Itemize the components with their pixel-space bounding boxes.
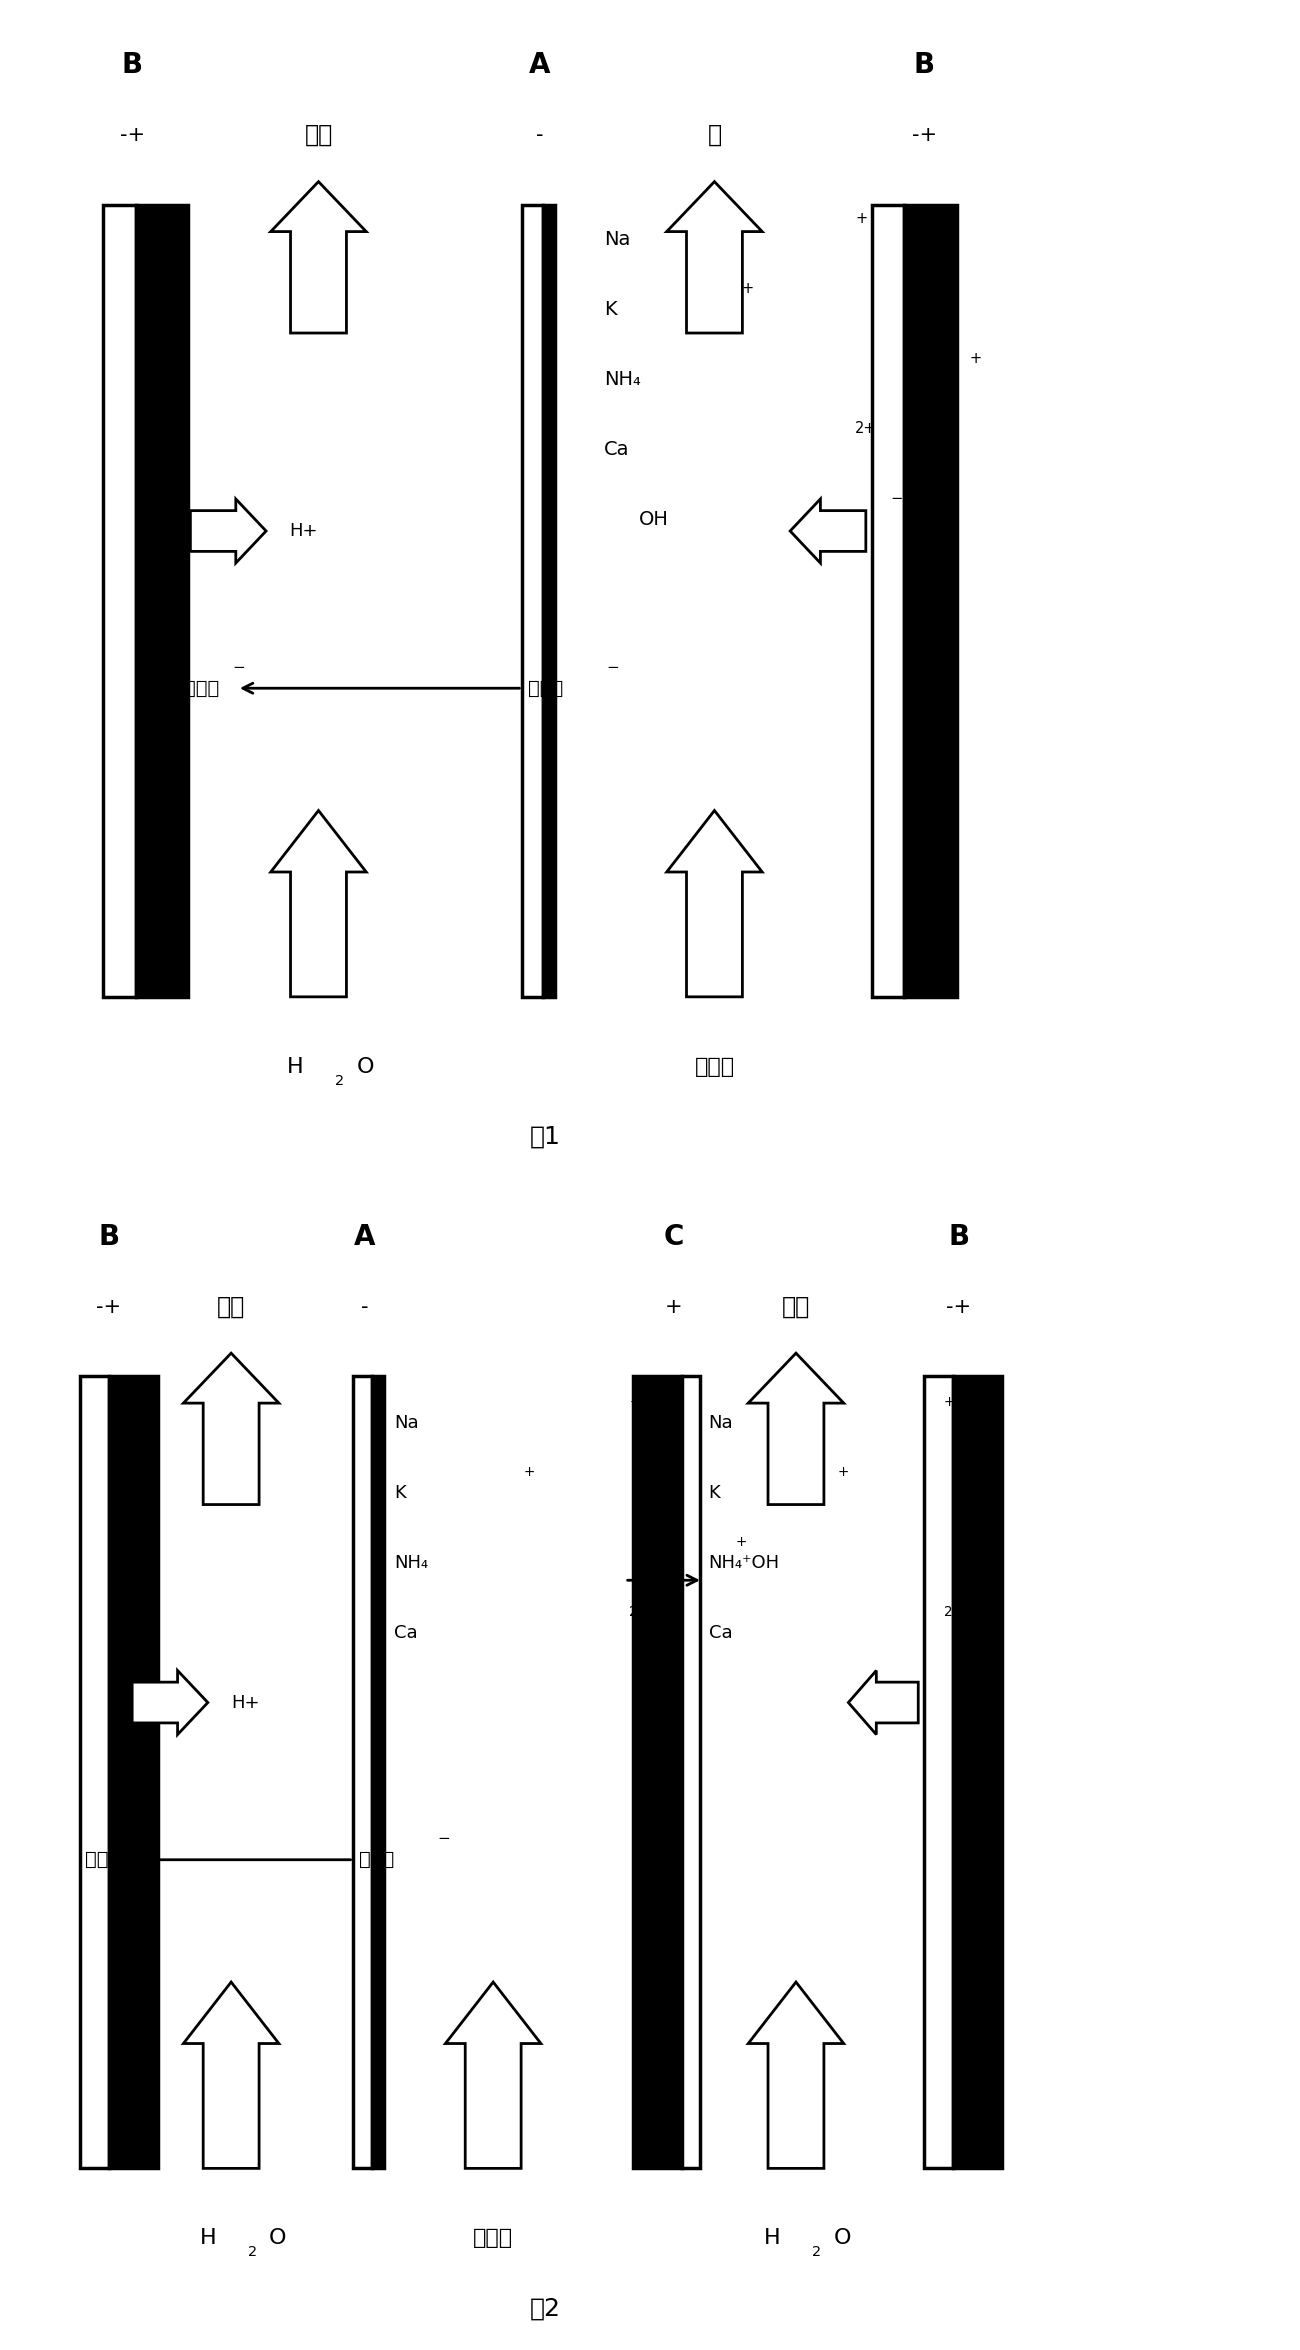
Bar bbox=[109, 1377, 157, 2169]
Bar bbox=[872, 204, 905, 996]
Text: +: + bbox=[524, 1464, 534, 1478]
Text: -: - bbox=[536, 125, 543, 146]
Polygon shape bbox=[270, 181, 367, 334]
Text: A: A bbox=[529, 52, 550, 80]
Text: 图1: 图1 bbox=[530, 1126, 562, 1149]
Text: 图2: 图2 bbox=[530, 2296, 562, 2319]
Bar bbox=[523, 204, 543, 996]
Text: K: K bbox=[708, 1483, 720, 1502]
Text: NH₄: NH₄ bbox=[603, 369, 641, 390]
Text: -+: -+ bbox=[911, 125, 936, 146]
Text: 乳酸根: 乳酸根 bbox=[359, 1849, 394, 1868]
Bar bbox=[633, 1377, 681, 2169]
Text: Na: Na bbox=[394, 1415, 419, 1431]
Text: OH: OH bbox=[638, 510, 668, 529]
Polygon shape bbox=[749, 1981, 844, 2169]
Text: H+: H+ bbox=[231, 1694, 260, 1711]
Text: 2+: 2+ bbox=[944, 1605, 963, 1619]
Text: +: + bbox=[855, 212, 867, 226]
Polygon shape bbox=[749, 1354, 844, 1504]
Text: −: − bbox=[891, 491, 902, 505]
Text: -+: -+ bbox=[120, 125, 144, 146]
Text: 乳酸盐: 乳酸盐 bbox=[694, 1058, 734, 1076]
Text: H: H bbox=[287, 1058, 303, 1076]
Text: 2+: 2+ bbox=[855, 421, 878, 437]
Text: O: O bbox=[356, 1058, 374, 1076]
Bar bbox=[543, 204, 555, 996]
Text: Ca: Ca bbox=[394, 1624, 417, 1643]
Text: Na: Na bbox=[603, 230, 630, 249]
Text: K: K bbox=[603, 301, 616, 320]
Text: C: C bbox=[663, 1222, 684, 1250]
Bar bbox=[681, 1377, 701, 2169]
Text: Ca: Ca bbox=[603, 439, 629, 458]
Polygon shape bbox=[270, 811, 367, 996]
Text: NH₄⁺OH: NH₄⁺OH bbox=[708, 1553, 780, 1572]
Text: −: − bbox=[437, 1831, 450, 1847]
Text: K: K bbox=[394, 1483, 406, 1502]
Bar bbox=[79, 1377, 109, 2169]
Text: B: B bbox=[949, 1222, 970, 1250]
Text: +: + bbox=[970, 350, 982, 367]
Text: B: B bbox=[122, 52, 143, 80]
Bar bbox=[372, 1377, 383, 2169]
Text: B: B bbox=[914, 52, 935, 80]
Text: 2+: 2+ bbox=[629, 1605, 649, 1619]
Text: H: H bbox=[764, 2228, 781, 2249]
Text: −: − bbox=[233, 660, 246, 674]
Text: A: A bbox=[355, 1222, 376, 1250]
Polygon shape bbox=[133, 1671, 208, 1734]
Polygon shape bbox=[446, 1981, 541, 2169]
Text: B: B bbox=[99, 1222, 120, 1250]
Text: −: − bbox=[134, 1831, 146, 1847]
Text: 乳酸根: 乳酸根 bbox=[86, 1849, 121, 1868]
Text: 2: 2 bbox=[812, 2244, 822, 2258]
Polygon shape bbox=[667, 181, 762, 334]
Text: 2: 2 bbox=[247, 2244, 256, 2258]
Text: H: H bbox=[199, 2228, 216, 2249]
Text: -+: -+ bbox=[96, 1297, 121, 1316]
Polygon shape bbox=[183, 1354, 280, 1504]
Bar bbox=[354, 1377, 372, 2169]
Text: 乳酸根: 乳酸根 bbox=[185, 679, 220, 698]
Text: Na: Na bbox=[708, 1415, 733, 1431]
Text: +: + bbox=[664, 1297, 683, 1316]
Text: +: + bbox=[629, 1396, 641, 1410]
Polygon shape bbox=[183, 1981, 280, 2169]
Bar bbox=[135, 204, 188, 996]
Bar bbox=[103, 204, 135, 996]
Text: -: - bbox=[361, 1297, 369, 1316]
Text: O: O bbox=[269, 2228, 286, 2249]
Text: NH₄: NH₄ bbox=[394, 1553, 428, 1572]
Text: +: + bbox=[741, 282, 754, 296]
Bar bbox=[924, 1377, 953, 2169]
Bar bbox=[953, 1377, 1002, 2169]
Bar bbox=[905, 204, 957, 996]
Polygon shape bbox=[790, 498, 866, 564]
Text: 碱: 碱 bbox=[707, 122, 722, 148]
Text: +: + bbox=[838, 1464, 849, 1478]
Text: O: O bbox=[833, 2228, 852, 2249]
Polygon shape bbox=[190, 498, 266, 564]
Text: +: + bbox=[736, 1535, 746, 1549]
Polygon shape bbox=[667, 811, 762, 996]
Text: 纯碱: 纯碱 bbox=[781, 1295, 810, 1318]
Text: 乳酸根: 乳酸根 bbox=[528, 679, 563, 698]
Text: H+: H+ bbox=[290, 522, 318, 541]
Text: 乳酸: 乳酸 bbox=[217, 1295, 246, 1318]
Text: +: + bbox=[944, 1396, 956, 1410]
Polygon shape bbox=[849, 1671, 918, 1734]
Text: −: − bbox=[606, 660, 619, 674]
Text: 2: 2 bbox=[335, 1074, 345, 1088]
Text: -+: -+ bbox=[946, 1297, 971, 1316]
Text: 乳酸盐: 乳酸盐 bbox=[473, 2228, 514, 2249]
Text: Ca: Ca bbox=[708, 1624, 732, 1643]
Text: 乳酸: 乳酸 bbox=[304, 122, 333, 148]
